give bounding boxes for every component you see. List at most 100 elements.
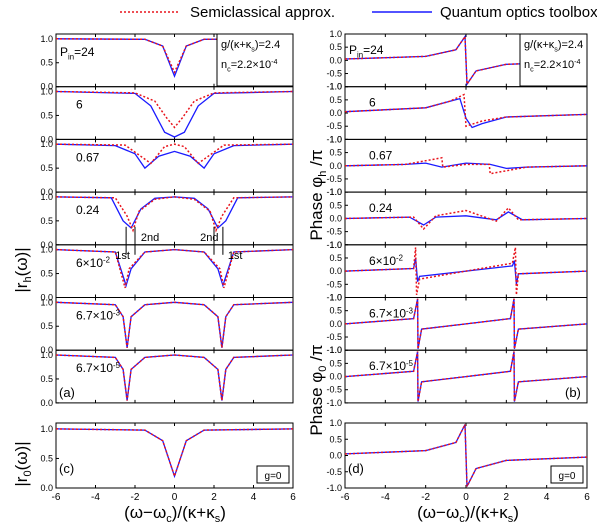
panel-b-sub5-ytick-label: 0.5 bbox=[329, 253, 342, 263]
panel-b-sub3-semiclassical-line bbox=[344, 156, 588, 175]
panel-a-annotation-line: g/(κ+κs)=2.4 bbox=[221, 39, 280, 53]
panel-b-sub1-ytick-label: 0.5 bbox=[329, 42, 342, 52]
panel-b-sub3-ytick-label: -1.0 bbox=[326, 187, 342, 197]
panel-b-sub7-ytick-label: 1.0 bbox=[329, 345, 342, 355]
panel-d-ytick-label: 1.0 bbox=[329, 418, 342, 428]
panel-b-sub6-ytick-label: 0.0 bbox=[329, 319, 342, 329]
panel-a-sub6-label: 6.7×10-3 bbox=[76, 308, 120, 322]
panel-a-sub3-frame bbox=[55, 138, 294, 193]
panel-b-sub7-ytick-label: -0.5 bbox=[326, 385, 342, 395]
panel-a-sub7-label: 6.7×10-5 bbox=[76, 361, 121, 375]
panel-a-sub7-ytick-label: 1.0 bbox=[40, 350, 53, 360]
panel-a-sub3-ytick-label: 0.5 bbox=[40, 163, 53, 173]
panel-b-annotation-box bbox=[519, 33, 588, 87]
panel-b-sub3-quantum-line bbox=[344, 162, 588, 170]
panel-b-sub2-ytick-label: -0.5 bbox=[326, 121, 342, 131]
panel-a-sub6-ytick-label: 1.0 bbox=[40, 297, 53, 307]
legend-quantum-label: Quantum optics toolbox bbox=[440, 4, 597, 21]
panel-a-sub5-label: 6×10-2 bbox=[76, 256, 110, 270]
panel-b-sub6-ytick-label: 0.5 bbox=[329, 306, 342, 316]
panel-b-sub4-ytick-label: 1.0 bbox=[329, 187, 342, 197]
panel-b-sub6-ytick-label: 1.0 bbox=[329, 293, 342, 303]
panel-c-ytick-label: 0.5 bbox=[40, 453, 53, 463]
panel-b-sub4-label: 0.24 bbox=[369, 201, 393, 215]
panel-a-annotation-line: nc=2.2×10-4 bbox=[221, 58, 277, 73]
panel-b-sub3-ytick-label: -0.5 bbox=[326, 174, 342, 184]
panel-a-sub5-frame bbox=[55, 244, 294, 299]
panel-c-xtick-label: -2 bbox=[131, 492, 140, 503]
panel-c-xtick-label: 2 bbox=[211, 492, 217, 503]
panel-b-sub5-label: 6×10-2 bbox=[369, 254, 403, 268]
panel-b-annotation-line: nc=2.2×10-4 bbox=[524, 58, 580, 73]
panel-b-ylabel: Phase φh /π bbox=[307, 149, 329, 240]
panel-d-xtick-label: 2 bbox=[504, 492, 510, 503]
panel-a-sub2-semiclassical-line bbox=[55, 90, 294, 129]
panel-b-sub4-ytick-label: 0.5 bbox=[329, 200, 342, 210]
legend: Semiclassical approx. Quantum optics too… bbox=[120, 4, 597, 21]
panel-b-sub7-ytick-label: -1.0 bbox=[326, 398, 342, 408]
panel-c-ylabel: |r0(ω)| bbox=[12, 441, 34, 486]
panel-a-sub4-semiclassical-line bbox=[55, 196, 294, 233]
panel-a-ylabel: |rh(ω)| bbox=[12, 247, 34, 292]
panel-b-sub7-ytick-label: 0.5 bbox=[329, 358, 342, 368]
panel-b-sub3-ytick-label: 0.5 bbox=[329, 148, 342, 158]
panel-a-magnitude: 0.0 0.5 1.0 Pin=24 0.0 0.5 1.0 6 0.0 0.5 1.0 0.67 0.… bbox=[40, 33, 294, 408]
arrow-label-1st-right: 1st bbox=[228, 250, 243, 262]
panel-b-sub1-ytick-label: 1.0 bbox=[329, 29, 342, 39]
panel-b-sub4-quantum-line bbox=[344, 211, 588, 226]
panel-b-sub2-ytick-label: 1.0 bbox=[329, 82, 342, 92]
panel-a-sub5-semiclassical-line bbox=[55, 248, 294, 289]
panel-a-sub3-quantum-line bbox=[55, 143, 294, 170]
panel-d-annotation-box bbox=[550, 465, 584, 484]
panel-a-sub2-ytick-label: 1.0 bbox=[40, 86, 53, 96]
panel-d-xtick-label: -4 bbox=[381, 492, 390, 503]
panel-d-xlabel: (ω−ωc)/(κ+κs) bbox=[417, 503, 519, 525]
panel-b-sub7-label: 6.7×10-5 bbox=[369, 359, 414, 373]
panel-c-annotation-text: g=0 bbox=[265, 471, 282, 482]
panel-b-sub3-label: 0.67 bbox=[369, 148, 393, 162]
panel-c-ytick-label: 0.0 bbox=[40, 483, 53, 493]
panel-b-sub1-ytick-label: -1.0 bbox=[326, 82, 342, 92]
panel-c-xtick-label: -4 bbox=[91, 492, 100, 503]
panel-a-sub2-frame bbox=[55, 86, 294, 140]
panel-b-sub1-ytick-label: -0.5 bbox=[326, 69, 342, 79]
panel-a-sub7-frame bbox=[55, 349, 294, 404]
panel-c-xtick-label: 0 bbox=[172, 492, 178, 503]
panel-c-magnitude-g0: 0.0 0.5 1.0 -6 -4 -2 0 2 4 6 (c) g=0 bbox=[40, 422, 296, 503]
panel-c-xtick-label: -6 bbox=[52, 492, 61, 503]
panel-c-tag: (c) bbox=[59, 461, 74, 476]
panel-a-sub1-ytick-label: 1.0 bbox=[40, 34, 53, 44]
panel-a-annotation-box bbox=[216, 33, 294, 87]
panel-b-tag: (b) bbox=[565, 385, 581, 400]
panel-a-sub5-ytick-label: 0.5 bbox=[40, 269, 53, 279]
panel-b-sub2-semiclassical-line bbox=[344, 93, 588, 128]
panel-a-sub5-ytick-label: 1.0 bbox=[40, 245, 53, 255]
panel-b-annotation-line: g/(κ+κs)=2.4 bbox=[524, 39, 583, 53]
arrow-label-1st-left: 1st bbox=[115, 250, 130, 262]
panel-a-sub7-semiclassical-line bbox=[55, 354, 294, 401]
panel-a-sub4-frame bbox=[55, 191, 294, 246]
panel-a-sub2-label: 6 bbox=[76, 98, 83, 112]
panel-a-sub3-ytick-label: 0.0 bbox=[40, 187, 53, 197]
panel-d-xtick-label: 6 bbox=[584, 492, 590, 503]
arrow-label-2nd-left: 2nd bbox=[141, 232, 159, 244]
panel-a-sub7-ytick-label: 0.0 bbox=[40, 398, 53, 408]
panel-b-sub5-ytick-label: 0.0 bbox=[329, 266, 342, 276]
panel-a-sub3-semiclassical-line bbox=[55, 143, 294, 165]
panel-a-tag: (a) bbox=[59, 385, 75, 400]
panel-b-sub2-ytick-label: 0.5 bbox=[329, 95, 342, 105]
panel-a-sub4-ytick-label: 0.0 bbox=[40, 240, 53, 250]
panel-a-sub2-quantum-line bbox=[55, 90, 294, 138]
panel-a-sub5-ytick-label: 0.0 bbox=[40, 293, 53, 303]
panel-b-sub4-ytick-label: 0.0 bbox=[329, 213, 342, 223]
panel-b-sub5-ytick-label: -1.0 bbox=[326, 293, 342, 303]
panel-b-phase: -1.0 -0.5 0.0 0.5 1.0 Pin=24 -1.0 -0.5 0.0 0.5 1.0… bbox=[326, 29, 588, 408]
panel-d-ytick-label: -0.5 bbox=[326, 467, 342, 477]
panel-d-phase-g0: -1.0 -0.5 0.0 0.5 1.0 -6 -4 -2 0 2 4 6 (d) g=0 bbox=[326, 418, 590, 503]
panel-d-semiclassical-line bbox=[344, 424, 588, 487]
panel-a-sub3-ytick-label: 1.0 bbox=[40, 139, 53, 149]
panel-b-sub1-semiclassical-line bbox=[344, 34, 588, 87]
panel-b-sub2-ytick-label: 0.0 bbox=[329, 108, 342, 118]
panel-d-xtick-label: 0 bbox=[463, 492, 469, 503]
panel-b-sub2-frame bbox=[344, 86, 588, 140]
